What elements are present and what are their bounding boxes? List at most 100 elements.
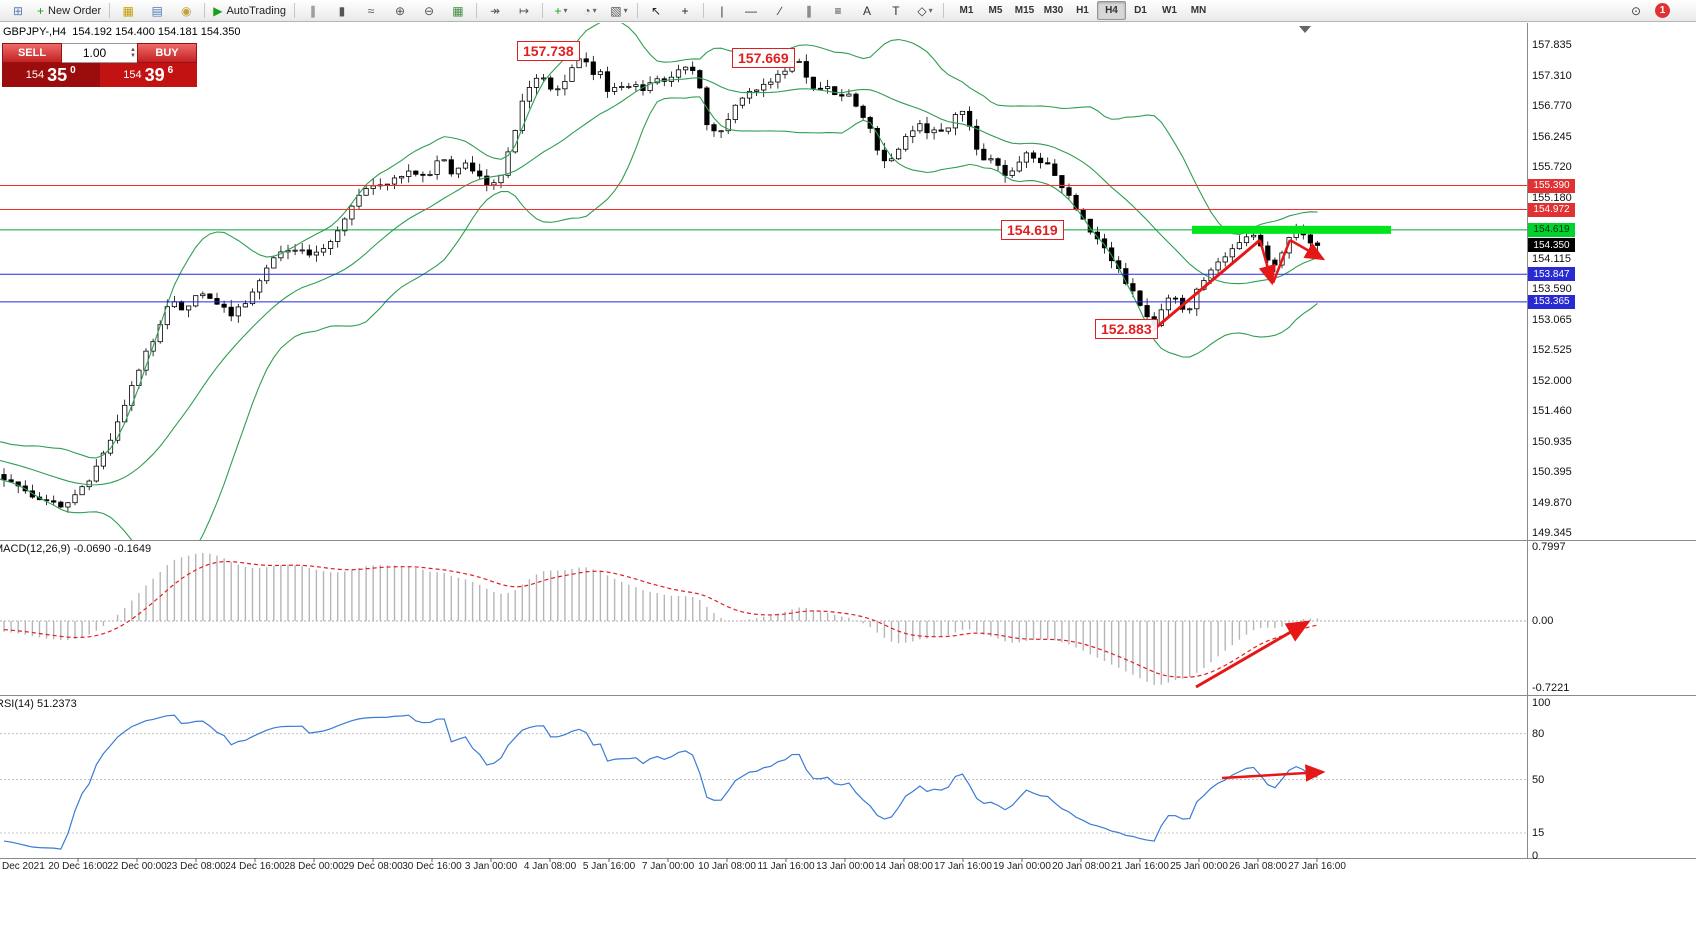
candle	[292, 249, 298, 252]
time-axis-label: 10 Jan 08:00	[698, 861, 756, 872]
templates-icon[interactable]: ▧ ▾	[605, 1, 633, 21]
vertical-line-icon[interactable]: |	[708, 1, 736, 21]
cursor-icon[interactable]: ↖	[642, 1, 670, 21]
time-axis-label: 26 Jan 08:00	[1229, 861, 1287, 872]
candle	[335, 230, 341, 243]
navigator-icon[interactable]: ◉	[172, 1, 200, 21]
trend-arrow[interactable]	[1289, 238, 1326, 261]
timeframe-h1[interactable]: H1	[1076, 5, 1089, 16]
price-annotation[interactable]: 157.738	[517, 41, 580, 61]
timeframe-w1[interactable]: W1	[1161, 5, 1177, 16]
trend-arrow[interactable]	[1221, 764, 1326, 782]
new-order-icon: +	[37, 3, 45, 18]
timeframe-mn[interactable]: MN	[1190, 5, 1207, 16]
trendline-icon[interactable]: ∕	[766, 1, 794, 21]
candle	[469, 162, 476, 172]
timeframe-h4[interactable]: H4	[1096, 1, 1126, 20]
volume-spinner[interactable]: ▲ ▼	[130, 47, 136, 59]
new-order-button[interactable]: + New Order	[33, 1, 105, 21]
price-annotation[interactable]: 152.883	[1095, 319, 1158, 339]
candle	[597, 71, 604, 75]
candle	[931, 129, 937, 134]
candle	[924, 123, 930, 134]
chart-shift-icon: ↦	[518, 3, 529, 18]
trend-arrow[interactable]	[1258, 239, 1276, 286]
bollinger-middle-band	[0, 77, 1318, 486]
chart-shift-marker[interactable]	[1299, 26, 1311, 33]
buy-price[interactable]: 154 39 6	[99, 63, 197, 87]
candle	[448, 159, 454, 175]
line-chart-style-icon[interactable]: ≈	[357, 1, 385, 21]
zoom-out-icon[interactable]: ⊖	[415, 1, 443, 21]
autotrading-button[interactable]: ▶ AutoTrading	[209, 1, 290, 21]
text-label-icon[interactable]: T	[882, 1, 910, 21]
candle	[853, 93, 859, 107]
time-axis-label: 30 Dec 16:00	[402, 861, 462, 872]
timeframe-m1[interactable]: M1	[959, 5, 974, 16]
timeframe-d1[interactable]: D1	[1134, 5, 1147, 16]
time-axis-label: 25 Jan 00:00	[1170, 861, 1228, 872]
support-highlight-bar[interactable]	[1192, 225, 1391, 234]
buy-button[interactable]: BUY	[137, 43, 197, 63]
timeframe-m5[interactable]: M5	[988, 5, 1003, 16]
timeframe-m15[interactable]: M15	[1014, 5, 1035, 16]
arrows-tool-icon[interactable]: ◇ ▾	[911, 1, 939, 21]
candle	[1, 474, 7, 481]
data-window-icon[interactable]: ▤	[143, 1, 171, 21]
fibonacci-icon[interactable]: ≡	[824, 1, 852, 21]
equidistant-channel-icon[interactable]: ∥	[795, 1, 823, 21]
crosshair-icon[interactable]: +	[671, 1, 699, 21]
candle	[434, 160, 440, 175]
zoom-in-icon[interactable]: ⊕	[386, 1, 414, 21]
price-axis-label: 149.870	[1532, 496, 1572, 509]
trend-arrow[interactable]	[1271, 239, 1292, 284]
zoom-in-icon: ⊕	[394, 3, 405, 18]
price-annotation[interactable]: 154.619	[1001, 220, 1064, 240]
time-axis-year-label: Dec 2021	[2, 861, 45, 872]
candle	[1222, 256, 1228, 263]
sell-button[interactable]: SELL	[2, 43, 62, 63]
tile-windows-icon: ▦	[452, 3, 464, 18]
candle	[214, 298, 220, 305]
candle	[754, 89, 760, 92]
sell-price[interactable]: 154 35 0	[2, 63, 100, 87]
candle	[967, 110, 973, 127]
time-axis-label: 4 Jan 08:00	[523, 861, 577, 872]
indicators-add-icon[interactable]: + ▾	[547, 1, 575, 21]
candle	[1236, 242, 1242, 250]
notification-badge[interactable]: 1	[1655, 3, 1670, 18]
chart-shift-icon[interactable]: ↦	[510, 1, 538, 21]
candle	[690, 66, 696, 71]
trend-arrow[interactable]	[1195, 620, 1311, 689]
data-window-icon: ▤	[151, 3, 163, 18]
market-watch-icon[interactable]: ▦	[114, 1, 142, 21]
time-axis-label: 27 Jan 16:00	[1288, 861, 1346, 872]
candle	[1030, 152, 1037, 159]
candle	[363, 188, 369, 196]
candle	[633, 84, 639, 87]
timeframe-m30[interactable]: M30	[1043, 5, 1064, 16]
candle	[1165, 297, 1171, 311]
auto-scroll-icon[interactable]: ↠	[481, 1, 509, 21]
candle	[413, 170, 419, 175]
horizontal-line-icon: —	[744, 3, 757, 18]
search-icon[interactable]: ⊙	[1630, 3, 1642, 18]
periods-icon[interactable]: ◔ ▾	[576, 1, 604, 21]
volume-field[interactable]: ▲▼	[62, 43, 137, 63]
candle	[306, 249, 312, 256]
horizontal-line-icon[interactable]: —	[737, 1, 765, 21]
volume-input[interactable]	[62, 46, 137, 60]
candle	[903, 136, 909, 150]
tile-windows-icon[interactable]: ▦	[444, 1, 472, 21]
equidistant-channel-icon: ∥	[805, 3, 812, 18]
candlestick-style-icon[interactable]: ▮	[328, 1, 356, 21]
trend-arrow[interactable]	[1151, 238, 1261, 333]
bar-chart-style-icon[interactable]: ∥	[299, 1, 327, 21]
candle	[221, 303, 227, 308]
price-annotation[interactable]: 157.669	[732, 48, 795, 68]
text-icon[interactable]: A	[853, 1, 881, 21]
price-level-badge: 153.365	[1528, 294, 1575, 309]
chart-window-icon[interactable]: ⊞	[4, 1, 32, 21]
